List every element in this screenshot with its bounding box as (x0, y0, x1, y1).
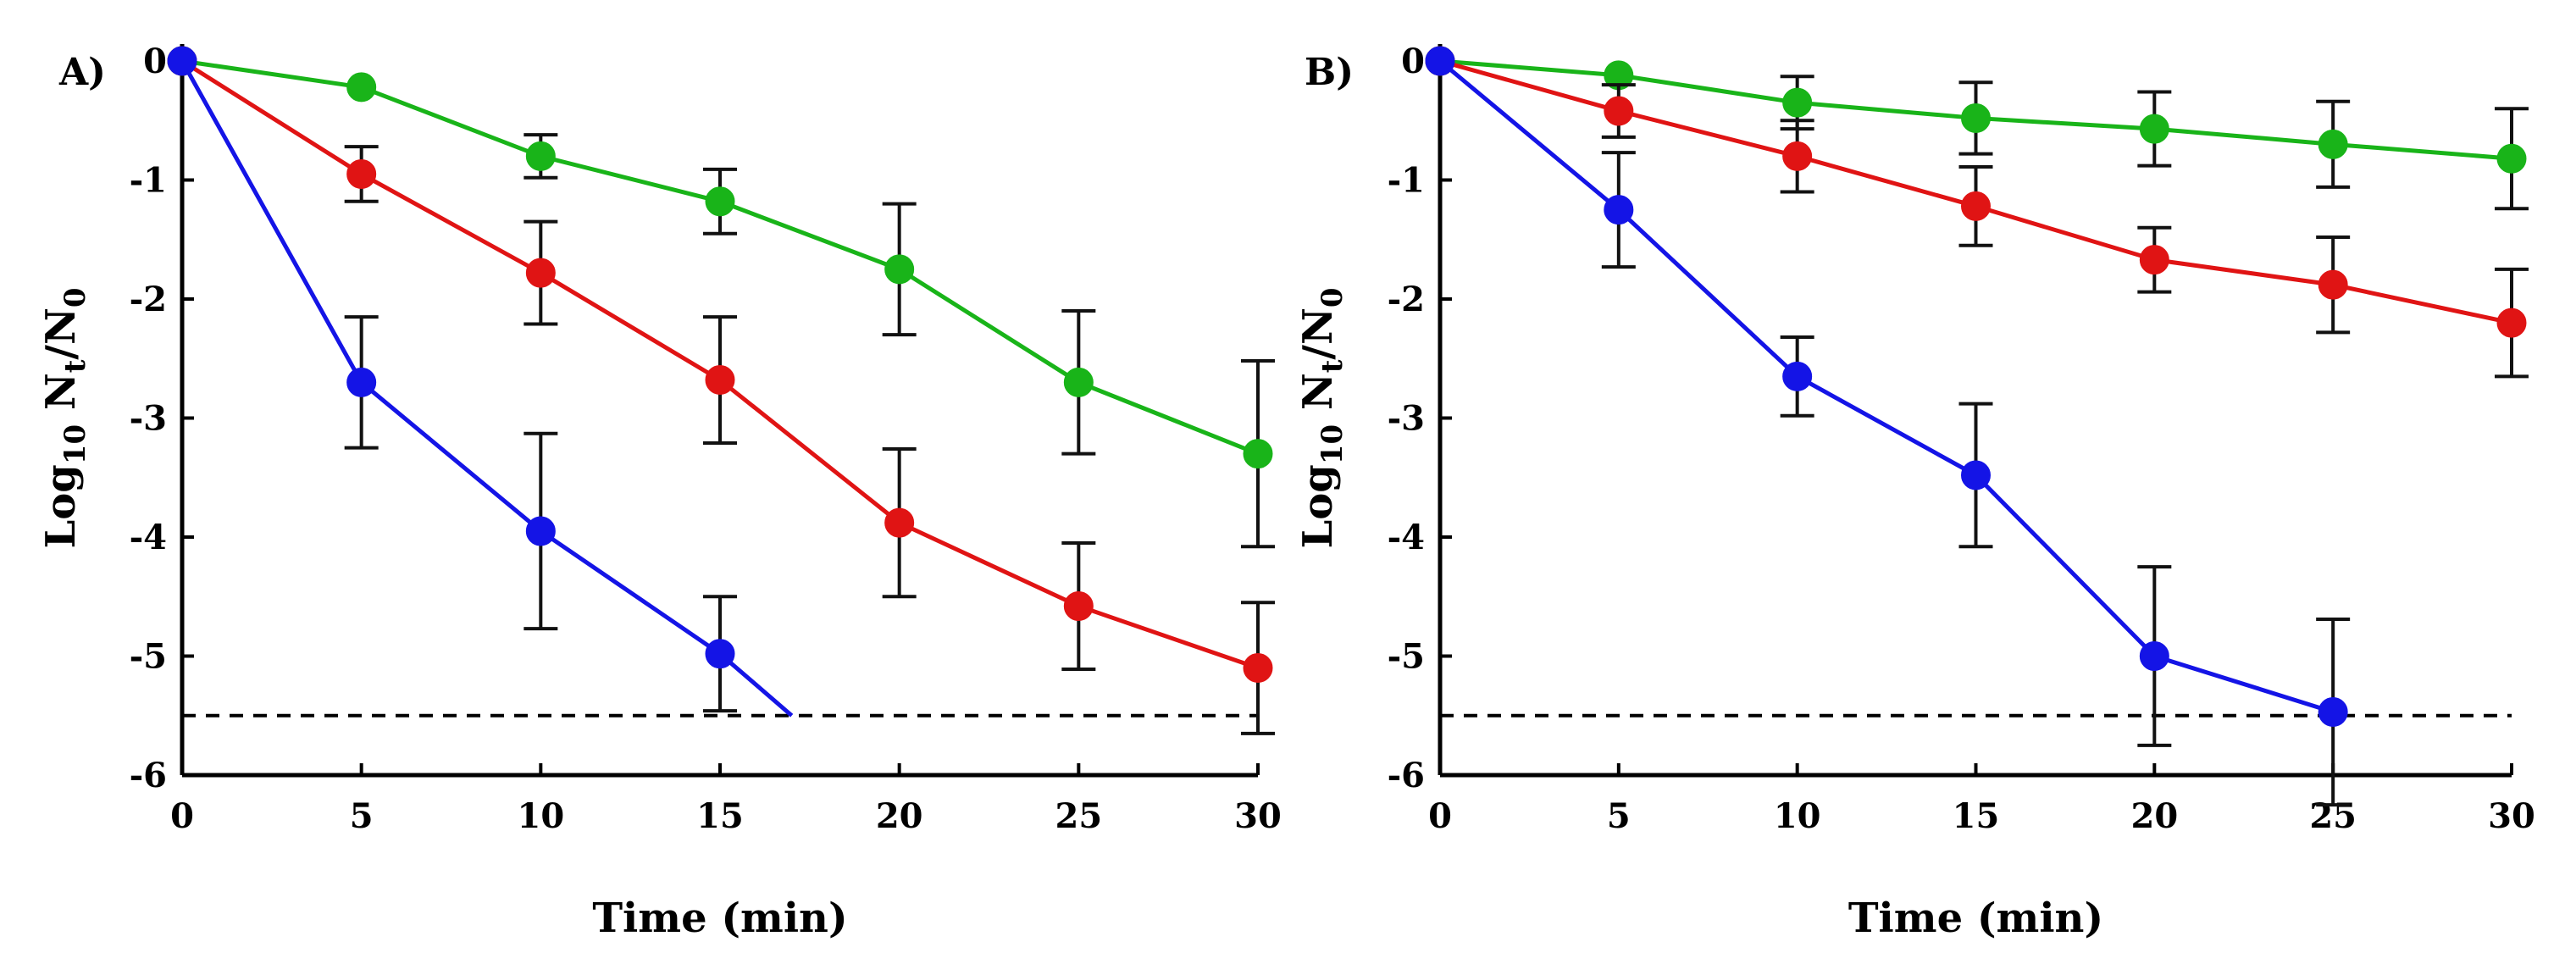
y-axis-title-part: Log (37, 464, 85, 548)
y-tick-label: 0 (143, 42, 167, 81)
y-axis-title-part: N (1294, 373, 1342, 424)
data-point (167, 46, 197, 76)
y-axis-title-part: t (58, 359, 92, 373)
data-point (525, 516, 556, 546)
series-line-blue (1438, 59, 2334, 714)
y-axis-title-part: 10 (58, 424, 92, 464)
panel-label: A) (58, 51, 106, 94)
x-tick-label: 25 (1055, 796, 1102, 836)
data-point (884, 507, 915, 538)
data-point (1604, 96, 1634, 126)
data-point (705, 365, 735, 396)
x-tick-label: 10 (517, 796, 564, 836)
y-axis-title-part: 0 (58, 287, 92, 308)
y-tick-label: -5 (130, 637, 167, 677)
data-point (705, 186, 735, 217)
y-tick-label: -1 (1388, 161, 1425, 201)
y-tick-label: -3 (1388, 399, 1425, 439)
y-axis-title: Log10 Nt/N0 (37, 287, 92, 548)
data-point (1425, 46, 1455, 76)
y-axis-title-part: 0 (1316, 287, 1349, 308)
series-green (1425, 46, 2529, 211)
y-tick-label: -3 (130, 399, 167, 439)
y-tick-label: -6 (130, 756, 167, 795)
y-axis-title-part: /N (37, 308, 85, 359)
data-point (2139, 245, 2169, 275)
x-tick-label: 20 (876, 796, 923, 836)
data-point (884, 254, 915, 285)
x-tick-label: 0 (170, 796, 194, 836)
y-tick-label: 0 (1401, 42, 1425, 81)
series-line-blue (180, 59, 794, 718)
data-point (2496, 143, 2527, 174)
series-green (167, 46, 1275, 549)
y-axis-title-part: Log (1294, 464, 1342, 548)
y-tick-label: -5 (1388, 637, 1425, 677)
data-point (525, 258, 556, 288)
x-tick-label: 20 (2130, 796, 2178, 836)
y-tick-label: -4 (130, 518, 167, 557)
y-axis-title-part: N (37, 373, 85, 424)
data-point (1961, 460, 1991, 490)
data-point (1243, 653, 1273, 684)
data-point (1243, 439, 1273, 469)
x-tick-label: 0 (1428, 796, 1452, 836)
y-axis-title-part: t (1316, 359, 1349, 373)
y-tick-label: -1 (130, 161, 167, 201)
data-point (1782, 141, 1813, 171)
data-point (1604, 195, 1634, 225)
data-point (1961, 103, 1991, 133)
y-tick-label: -4 (1388, 518, 1425, 557)
y-tick-label: -2 (1388, 280, 1425, 319)
y-axis-title: Log10 Nt/N0 (1294, 287, 1349, 548)
x-tick-label: 30 (2488, 796, 2535, 836)
y-axis-title-part: 10 (1316, 424, 1349, 464)
series-blue (1425, 46, 2351, 807)
data-point (1782, 361, 1813, 391)
data-point (705, 639, 735, 669)
y-tick-label: -2 (130, 280, 167, 319)
data-point (2318, 697, 2348, 728)
x-tick-label: 5 (350, 796, 374, 836)
y-axis-title-part: /N (1294, 308, 1342, 359)
data-point (1961, 191, 1991, 221)
data-point (1782, 87, 1813, 118)
data-point (2318, 129, 2348, 159)
x-tick-label: 15 (1953, 796, 2000, 836)
panel-label: B) (1305, 51, 1354, 94)
data-point (1063, 367, 1094, 397)
data-point (2318, 269, 2348, 300)
data-point (346, 367, 377, 397)
y-tick-label: -6 (1388, 756, 1425, 795)
x-tick-label: 30 (1234, 796, 1282, 836)
data-point (346, 158, 377, 189)
x-axis-title: Time (min) (592, 895, 847, 942)
data-point (1063, 590, 1094, 621)
x-tick-label: 10 (1774, 796, 1821, 836)
data-point (2496, 308, 2527, 338)
x-tick-label: 15 (696, 796, 744, 836)
data-point (346, 72, 377, 103)
x-tick-label: 5 (1607, 796, 1631, 836)
series-red (1425, 46, 2529, 379)
series-red (167, 46, 1275, 735)
data-point (2139, 641, 2169, 671)
data-point (2139, 114, 2169, 144)
data-point (525, 141, 556, 171)
series-blue (167, 46, 794, 718)
x-axis-title: Time (min) (1848, 895, 2103, 942)
